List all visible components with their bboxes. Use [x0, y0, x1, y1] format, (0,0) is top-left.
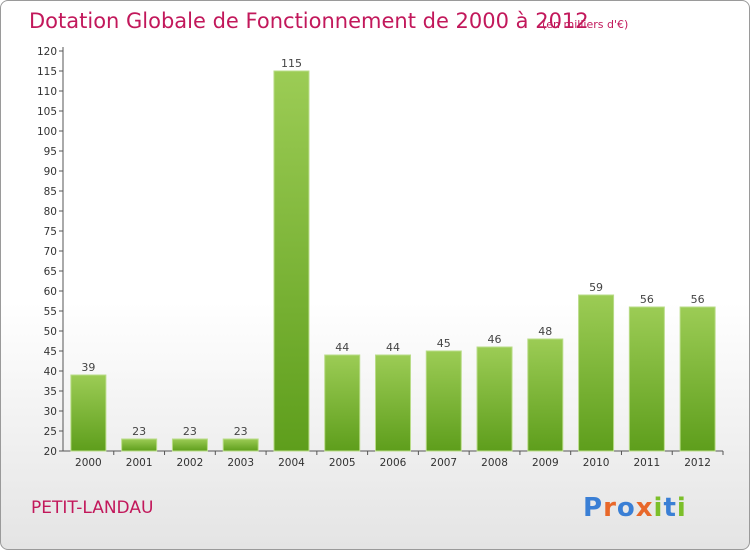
bar-2012	[679, 306, 716, 452]
data-labels-group: 39 23 23 23 115 44 44 45 46 48 59 56 56	[81, 57, 704, 438]
bars-group	[70, 70, 716, 452]
x-tick-label: 2006	[380, 457, 407, 469]
y-tick-label: 85	[44, 186, 57, 198]
chart-title: Dotation Globale de Fonctionnement de 20…	[29, 9, 589, 33]
y-tick-label: 65	[44, 266, 57, 278]
data-label: 44	[335, 341, 349, 354]
bar-2001	[121, 438, 158, 452]
bar-2000	[70, 374, 107, 452]
y-tick-label: 110	[37, 86, 57, 98]
bar-2004	[273, 70, 310, 452]
y-axis: 20 25 30 35 40 45 50 55 60 65 70 75 80 85 90 95 100 105 11…	[37, 46, 64, 458]
y-tick-label: 40	[44, 366, 57, 378]
x-tick-label: 2002	[177, 457, 204, 469]
y-tick-label: 120	[37, 46, 57, 58]
y-tick-label: 70	[44, 246, 57, 258]
x-tick-label: 2008	[481, 457, 508, 469]
y-tick-label: 90	[44, 166, 57, 178]
bar-2010	[578, 294, 615, 452]
commune-name: PETIT-LANDAU	[31, 498, 154, 518]
data-label: 48	[538, 325, 552, 338]
x-tick-label: 2011	[633, 457, 660, 469]
x-tick-label: 2012	[684, 457, 711, 469]
bar-2005	[324, 354, 361, 452]
x-tick-label: 2005	[329, 457, 356, 469]
y-tick-label: 20	[44, 446, 57, 458]
y-tick-label: 35	[44, 386, 57, 398]
data-label: 23	[132, 425, 146, 438]
proxiti-logo-text: Proxiti	[583, 493, 687, 523]
bar-2003	[222, 438, 259, 452]
data-label: 56	[691, 293, 705, 306]
data-label: 59	[589, 281, 603, 294]
data-label: 23	[183, 425, 197, 438]
bar-2007	[425, 350, 462, 452]
data-label: 115	[281, 57, 302, 70]
bar-2008	[476, 346, 513, 452]
bar-2002	[171, 438, 208, 452]
y-tick-label: 55	[44, 306, 57, 318]
proxiti-logo: Proxiti	[583, 493, 687, 523]
y-tick-label: 45	[44, 346, 57, 358]
bar-2009	[527, 338, 564, 452]
y-tick-label: 95	[44, 146, 57, 158]
y-tick-label: 100	[37, 126, 57, 138]
data-label: 44	[386, 341, 400, 354]
y-tick-label: 25	[44, 426, 57, 438]
y-tick-label: 50	[44, 326, 57, 338]
y-tick-label: 60	[44, 286, 57, 298]
data-label: 45	[437, 337, 451, 350]
x-tick-label: 2001	[126, 457, 153, 469]
y-tick-label: 30	[44, 406, 57, 418]
x-tick-label: 2004	[278, 457, 305, 469]
x-tick-label: 2000	[75, 457, 102, 469]
bar-2011	[628, 306, 665, 452]
chart-unit-subtitle: (en milliers d'€)	[542, 18, 629, 31]
x-tick-label: 2010	[583, 457, 610, 469]
x-axis: 2000 2001 2002 2003 2004 2005 2006 2007 2008 2009…	[63, 450, 724, 469]
data-label: 39	[81, 361, 95, 374]
y-tick-label: 105	[37, 106, 57, 118]
x-tick-label: 2007	[430, 457, 457, 469]
y-tick-label: 80	[44, 206, 57, 218]
data-label: 46	[488, 333, 502, 346]
data-label: 56	[640, 293, 654, 306]
data-label: 23	[234, 425, 248, 438]
x-tick-label: 2003	[227, 457, 254, 469]
x-tick-label: 2009	[532, 457, 559, 469]
y-tick-label: 115	[37, 66, 57, 78]
y-tick-label: 75	[44, 226, 57, 238]
bar-2006	[375, 354, 411, 452]
